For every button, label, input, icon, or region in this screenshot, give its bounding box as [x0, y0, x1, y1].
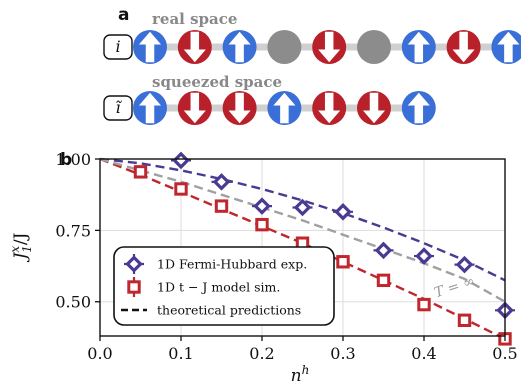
squeezed-space-site-down: [222, 91, 257, 125]
x-tick-label-4: 0.4: [411, 344, 436, 363]
real-space-index-box: [103, 34, 133, 60]
y-tick-label-2: 1.00: [55, 150, 91, 169]
exp-point-4: [333, 203, 353, 221]
squeezed-space-site-down: [312, 91, 347, 125]
squeezed-space-site-up: [401, 91, 436, 125]
legend-label-1: 1D t − J model sim.: [157, 280, 280, 295]
legend-label-2: theoretical predictions: [157, 303, 301, 318]
real-space-chain: i: [103, 30, 521, 64]
squeezed-space-site-down: [177, 91, 212, 125]
x-axis-label: nh: [291, 363, 310, 385]
real-space-index-label: i: [115, 37, 120, 56]
panel-b: b T = ∞ 0.0 0.1 0.2 0.3 0.4 0.5 0.50 0.75 1.00 n…: [8, 150, 518, 385]
squeezed-space-site-up: [133, 91, 167, 125]
axis-ticks: 0.0 0.1 0.2 0.3 0.4 0.5 0.50 0.75 1.00: [55, 150, 517, 363]
squeezed-space-title: squeezed space: [152, 73, 282, 91]
legend-entry-2: theoretical predictions: [121, 303, 301, 318]
x-tick-label-0: 0.0: [87, 344, 112, 363]
squeezed-space-site-down: [357, 91, 391, 125]
real-space-site-up: [401, 30, 436, 64]
sim-point-0: [133, 165, 148, 179]
squeezed-space-index-box: [103, 95, 133, 121]
squeezed-space-chain: ĩ: [103, 91, 436, 125]
theory-curve-0: [99, 157, 506, 282]
panel-a-letter: a: [118, 5, 129, 25]
sim-point-6: [376, 273, 391, 288]
real-space-site-hole: [267, 30, 302, 64]
sim-point-7: [417, 297, 431, 312]
y-axis-label: Jx1/J: [8, 232, 34, 262]
x-tick-label-2: 0.2: [249, 344, 274, 363]
real-space-site-up: [133, 30, 167, 64]
squeezed-space-site-up: [267, 91, 302, 125]
squeezed-space-index-label: ĩ: [115, 98, 122, 117]
sim-point-5: [336, 255, 350, 269]
sim-point-3: [255, 217, 269, 232]
theory-curve-2: [99, 157, 506, 303]
exp-point-3: [292, 198, 313, 217]
real-space-site-up: [491, 30, 521, 64]
exp-point-2: [252, 197, 272, 215]
sim-point-2: [214, 199, 229, 213]
y-tick-label-1: 0.75: [55, 221, 91, 240]
plot-frame: [99, 158, 506, 337]
exp-point-6: [414, 247, 434, 265]
real-space-site-up: [222, 30, 257, 64]
temperature-annotation: T = ∞: [432, 273, 477, 301]
legend-entry-1: 1D t − J model sim.: [127, 277, 280, 297]
exp-point-7: [454, 255, 475, 274]
legend: 1D Fermi-Hubbard exp. 1D t − J model sim.…: [113, 246, 335, 326]
x-tick-label-5: 0.5: [492, 344, 517, 363]
x-tick-label-1: 0.1: [168, 344, 193, 363]
theory-curves: [99, 157, 506, 340]
real-space-site-hole: [357, 30, 391, 64]
legend-entry-0: 1D Fermi-Hubbard exp.: [124, 254, 307, 274]
panel-a: a real space i squeezed space ĩ: [103, 5, 521, 125]
y-tick-label-0: 0.50: [55, 293, 91, 312]
exp-point-0: [171, 151, 191, 170]
real-space-site-down: [177, 30, 212, 64]
legend-box: [113, 246, 335, 326]
real-space-site-down: [312, 30, 347, 64]
panel-b-letter: b: [60, 150, 72, 170]
real-space-title: real space: [152, 10, 237, 28]
theory-curve-1: [99, 157, 506, 340]
x-tick-label-3: 0.3: [330, 344, 355, 363]
sim-point-1: [174, 182, 188, 196]
real-space-site-down: [446, 30, 481, 64]
sim-point-8: [457, 313, 472, 327]
legend-label-0: 1D Fermi-Hubbard exp.: [157, 257, 307, 272]
exp-point-5: [373, 241, 394, 260]
exp-point-1: [211, 173, 232, 191]
